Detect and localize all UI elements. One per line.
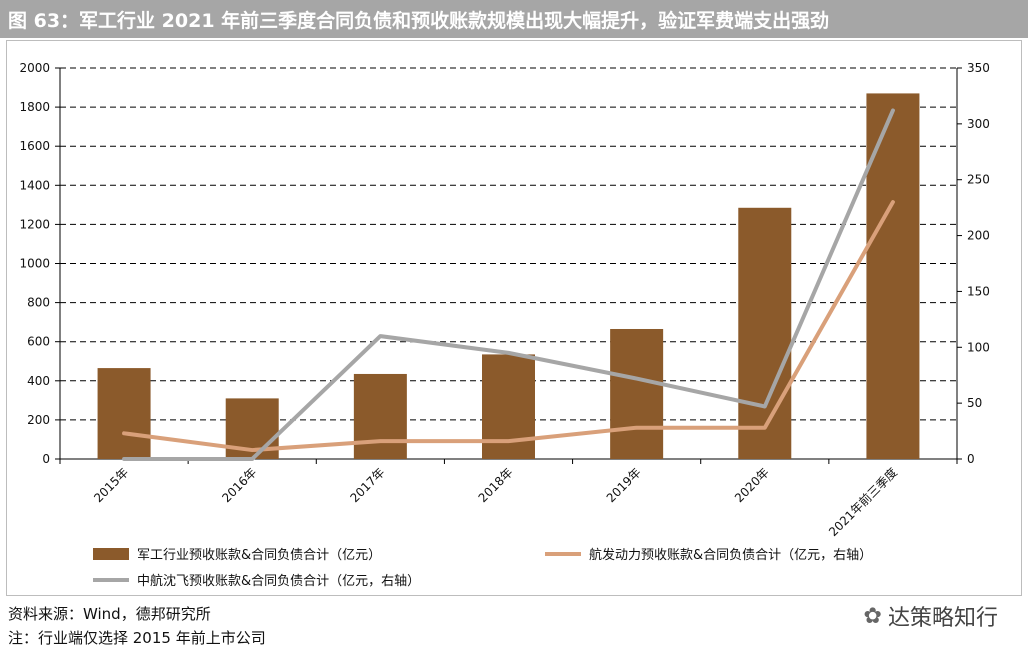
chart-frame: 0 200 400 600 800 1000 1200 1400 1600 1800 2000 0 50… (6, 40, 1022, 596)
right-tick-label: 350 (967, 61, 990, 75)
category-label: 2018年 (476, 465, 516, 505)
source-note: 资料来源：Wind，德邦研究所 (8, 605, 211, 623)
left-tick-label: 400 (27, 374, 50, 388)
bar (353, 373, 407, 459)
title-bar: 图 63：军工行业 2021 年前三季度合同负债和预收账款规模出现大幅提升，验证… (0, 0, 1028, 38)
right-tick-label: 150 (967, 284, 990, 298)
bar (610, 328, 664, 459)
legend-label: 军工行业预收账款&合同负债合计（亿元） (137, 548, 381, 563)
left-tick-label: 1400 (19, 178, 50, 192)
right-tick-label: 50 (967, 396, 982, 410)
bar (97, 368, 151, 459)
left-tick-label: 800 (27, 296, 50, 310)
series-line (122, 200, 895, 453)
legend-swatch (93, 548, 129, 560)
chart-svg: 0 200 400 600 800 1000 1200 1400 1600 1800 2000 0 50… (19, 61, 990, 589)
left-tick-label: 1600 (19, 139, 50, 153)
figure-title: 图 63：军工行业 2021 年前三季度合同负债和预收账款规模出现大幅提升，验证… (8, 10, 830, 32)
bar (482, 354, 535, 459)
legend-label: 航发动力预收账款&合同负债合计（亿元，右轴） (589, 547, 872, 563)
right-tick-label: 250 (967, 173, 990, 187)
right-tick-label: 0 (967, 452, 975, 466)
watermark-text: 达策略知行 (887, 606, 998, 631)
category-label: 2017年 (347, 465, 387, 505)
left-tick-label: 0 (42, 452, 50, 466)
bar (866, 93, 920, 459)
left-tick-label: 2000 (19, 61, 50, 75)
legend-label: 中航沈飞预收账款&合同负债合计（亿元，右轴） (137, 573, 420, 589)
left-tick-label: 1000 (19, 257, 50, 271)
wechat-icon: ✿ (863, 603, 882, 629)
category-label: 2021年前三季度 (825, 465, 900, 540)
series-line (122, 108, 895, 461)
footnote: 注：行业端仅选择 2015 年前上市公司 (8, 629, 266, 647)
category-label: 2015年 (91, 465, 131, 505)
right-tick-label: 300 (967, 117, 990, 131)
watermark: ✿ 达策略知行 (864, 600, 998, 632)
category-label: 2019年 (604, 465, 644, 505)
right-tick-label: 200 (967, 229, 990, 243)
left-tick-label: 1200 (19, 217, 50, 231)
right-tick-label: 100 (967, 340, 990, 354)
left-tick-label: 1800 (19, 100, 50, 114)
notes: 资料来源：Wind，德邦研究所 注：行业端仅选择 2015 年前上市公司 (8, 602, 266, 650)
left-tick-label: 200 (27, 413, 50, 427)
category-label: 2020年 (732, 465, 772, 505)
bar (738, 207, 792, 459)
left-tick-label: 600 (27, 335, 50, 349)
category-label: 2016年 (219, 465, 259, 505)
